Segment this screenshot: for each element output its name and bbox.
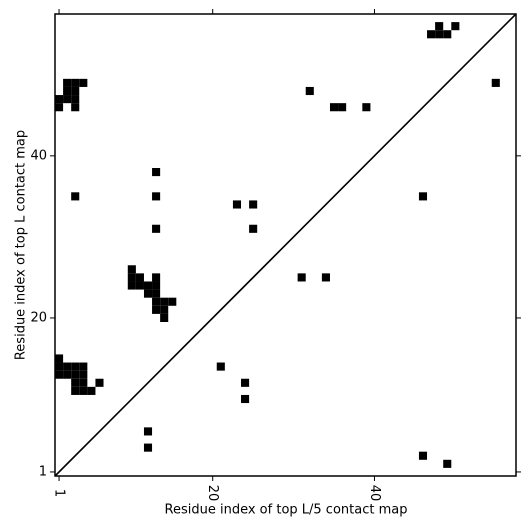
contact-cell bbox=[55, 95, 64, 104]
contact-cell bbox=[152, 297, 161, 306]
contact-cell bbox=[135, 273, 144, 282]
x-axis-label: Residue index of top L/5 contact map bbox=[165, 503, 408, 518]
contact-cell bbox=[305, 86, 314, 96]
contact-cell bbox=[152, 289, 161, 298]
contact-cell bbox=[338, 103, 347, 112]
contact-cell bbox=[160, 313, 169, 322]
contact-cell bbox=[443, 459, 452, 468]
contact-cell bbox=[127, 273, 136, 282]
contact-cell bbox=[249, 224, 258, 233]
contact-cell bbox=[249, 200, 258, 209]
contact-cell bbox=[127, 265, 136, 274]
contact-cell bbox=[71, 95, 80, 104]
y-tick-label: 1 bbox=[39, 464, 47, 479]
contact-cell bbox=[418, 451, 428, 460]
contact-cell bbox=[55, 362, 64, 371]
contact-cell bbox=[71, 192, 80, 201]
contact-cell bbox=[435, 22, 444, 31]
y-axis-label: Residue index of top L contact map bbox=[14, 130, 29, 360]
contact-cell bbox=[435, 30, 444, 39]
x-tick-label: 40 bbox=[367, 485, 382, 502]
contact-cell bbox=[143, 427, 153, 436]
contact-cell bbox=[362, 103, 371, 112]
contact-cell bbox=[152, 281, 161, 290]
contact-cell bbox=[241, 394, 250, 404]
contact-cell bbox=[71, 370, 80, 379]
contact-cell bbox=[152, 224, 161, 233]
contact-cell bbox=[216, 362, 225, 371]
contact-cell bbox=[143, 281, 153, 290]
contact-cell bbox=[71, 362, 80, 371]
contact-cell bbox=[232, 200, 242, 209]
contact-cell bbox=[79, 362, 88, 371]
contact-cell bbox=[71, 103, 80, 112]
contact-cell bbox=[63, 362, 72, 371]
contact-cell bbox=[297, 273, 306, 282]
contact-cell bbox=[135, 281, 144, 290]
contact-cell bbox=[63, 95, 72, 104]
contact-cell bbox=[79, 386, 88, 395]
x-tick-label: 1 bbox=[52, 489, 67, 497]
contact-cell bbox=[160, 305, 169, 314]
contact-cell bbox=[152, 192, 161, 201]
contact-cell bbox=[418, 192, 428, 201]
contact-cell bbox=[71, 378, 80, 387]
contact-cell bbox=[79, 370, 88, 379]
plot-frame bbox=[54, 13, 517, 477]
contact-cell bbox=[71, 86, 80, 96]
contact-cell bbox=[152, 273, 161, 282]
contact-cell bbox=[451, 22, 460, 31]
y-tick-label: 40 bbox=[30, 148, 47, 163]
contact-cell bbox=[160, 297, 169, 306]
contact-cell bbox=[143, 443, 153, 452]
contact-cell bbox=[427, 30, 436, 39]
contact-cell bbox=[491, 78, 500, 87]
contact-cell bbox=[55, 103, 64, 112]
contact-cell bbox=[321, 273, 330, 282]
contact-cell bbox=[152, 168, 161, 177]
contact-cell bbox=[71, 78, 80, 87]
contact-cell bbox=[87, 386, 96, 395]
contact-cell bbox=[63, 78, 72, 87]
y-tick-label: 20 bbox=[30, 310, 47, 325]
contact-cell bbox=[443, 30, 452, 39]
contact-cell bbox=[152, 305, 161, 314]
contact-cell bbox=[63, 86, 72, 96]
contact-cell bbox=[79, 378, 88, 387]
contact-cell bbox=[168, 297, 177, 306]
x-tick-label: 20 bbox=[205, 485, 220, 502]
contact-cell bbox=[55, 354, 64, 363]
contact-cell bbox=[127, 281, 136, 290]
contact-cell bbox=[241, 378, 250, 387]
contact-cell bbox=[143, 289, 153, 298]
contact-cell bbox=[79, 78, 88, 87]
contact-cell bbox=[63, 370, 72, 379]
contact-cell bbox=[95, 378, 104, 387]
diagonal bbox=[54, 13, 517, 477]
contact-cell bbox=[55, 370, 64, 379]
contact-cell bbox=[71, 386, 80, 395]
contact-cell bbox=[329, 103, 339, 112]
